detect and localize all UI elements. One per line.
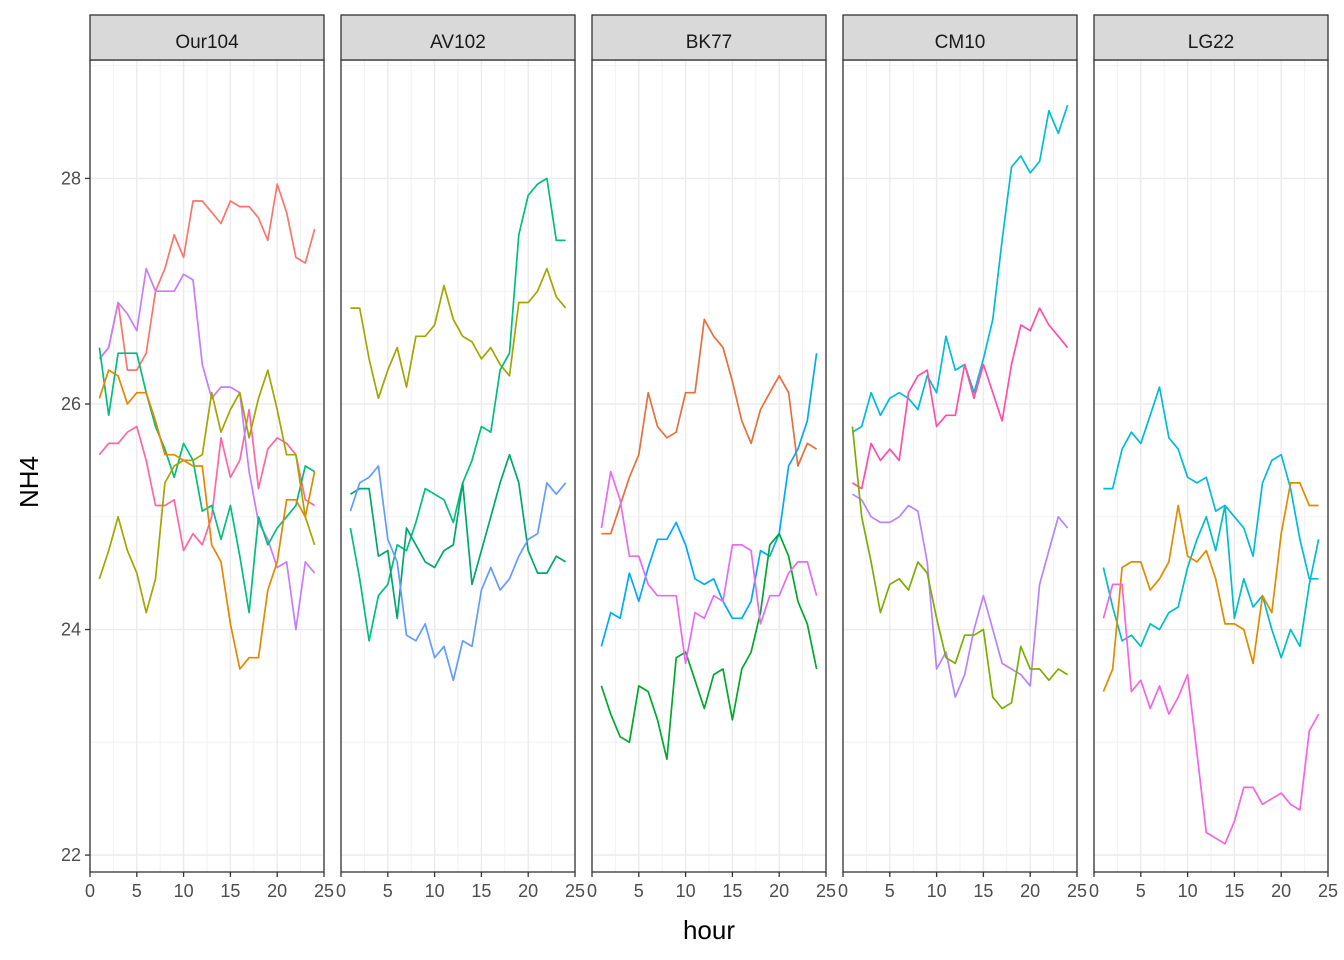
x-tick-label: 10 <box>425 881 445 901</box>
facet-strip-label: CM10 <box>935 32 986 53</box>
series-line-5 <box>98 369 316 614</box>
facet-strip <box>1093 14 1329 61</box>
x-tick-label: 20 <box>1271 881 1291 901</box>
x-tick-label: 10 <box>676 881 696 901</box>
x-tick-label: 15 <box>973 881 993 901</box>
y-tick-label: 24 <box>61 620 81 640</box>
panel-cm10: CM10 0 5 10 15 20 25 <box>838 14 1087 901</box>
x-tick-label: 0 <box>336 881 346 901</box>
x-axis-label: hour <box>683 915 735 945</box>
series-line-3 <box>349 453 567 620</box>
y-tick-label: 22 <box>61 845 81 865</box>
x-tick-label: 25 <box>565 881 585 901</box>
x-tick-label: 10 <box>1178 881 1198 901</box>
x-tick-label: 0 <box>1089 881 1099 901</box>
series-line-4 <box>349 465 567 682</box>
series-line-1 <box>1103 386 1319 580</box>
series-line-3 <box>600 532 818 761</box>
series-line-4 <box>600 470 818 665</box>
x-tick-label: 0 <box>85 881 95 901</box>
series-line-1 <box>851 104 1069 433</box>
x-tick-label: 20 <box>518 881 538 901</box>
x-tick-label: 15 <box>722 881 742 901</box>
facet-strip-label: AV102 <box>430 32 486 53</box>
panel-lg22: LG22 0 5 10 15 20 25 <box>1089 14 1338 901</box>
y-tick-label: 26 <box>61 394 81 414</box>
x-tick-label: 10 <box>927 881 947 901</box>
x-tick-label: 0 <box>587 881 597 901</box>
x-tick-label: 20 <box>267 881 287 901</box>
series-line-2 <box>349 177 566 642</box>
x-tick-label: 25 <box>1318 881 1338 901</box>
facet-strip <box>591 14 827 61</box>
series-line-6 <box>98 369 316 670</box>
facet-strip <box>340 14 576 61</box>
x-tick-label: 15 <box>471 881 491 901</box>
series-line-2 <box>851 307 1069 490</box>
facet-strip-label: Our104 <box>175 32 239 53</box>
series-line-1 <box>601 318 818 535</box>
facet-strip-label: LG22 <box>1188 32 1234 53</box>
facet-strip <box>89 14 325 61</box>
x-tick-label: 20 <box>1020 881 1040 901</box>
x-tick-label: 15 <box>1224 881 1244 901</box>
series-line-3 <box>1102 482 1319 692</box>
x-tick-label: 25 <box>1067 881 1087 901</box>
x-tick-label: 25 <box>816 881 836 901</box>
panel-our104: Our104 0 5 10 15 20 25 <box>85 14 334 901</box>
y-axis: 22 24 26 28 <box>61 168 90 865</box>
panel-bk77: BK77 0 5 10 15 20 25 <box>587 14 836 901</box>
facet-strip-label: BK77 <box>686 32 732 53</box>
y-axis-label: NH4 <box>14 456 44 508</box>
x-tick-label: 5 <box>885 881 895 901</box>
series-line-4 <box>1102 583 1320 845</box>
panel-av102: AV102 0 5 10 15 20 25 <box>336 14 585 901</box>
series-line-1 <box>98 183 316 371</box>
series-line-2 <box>1102 504 1320 659</box>
series-line-2 <box>600 353 818 647</box>
x-tick-label: 5 <box>634 881 644 901</box>
x-tick-label: 5 <box>1136 881 1146 901</box>
x-tick-label: 25 <box>314 881 334 901</box>
x-tick-label: 5 <box>132 881 142 901</box>
series-line-1 <box>350 267 567 400</box>
series-line-4 <box>851 426 1069 710</box>
y-tick-label: 28 <box>61 168 81 188</box>
x-tick-label: 10 <box>174 881 194 901</box>
x-tick-label: 15 <box>220 881 240 901</box>
x-tick-label: 20 <box>769 881 789 901</box>
series-line-3 <box>98 267 316 631</box>
x-tick-label: 5 <box>383 881 393 901</box>
x-tick-label: 0 <box>838 881 848 901</box>
series-line-2 <box>98 408 316 552</box>
chart-panels: Our104 0 5 10 15 20 25 AV102 0 5 10 15 20 25 BK77 0 5 10 1… <box>85 14 1338 901</box>
facet-strip <box>842 14 1078 61</box>
